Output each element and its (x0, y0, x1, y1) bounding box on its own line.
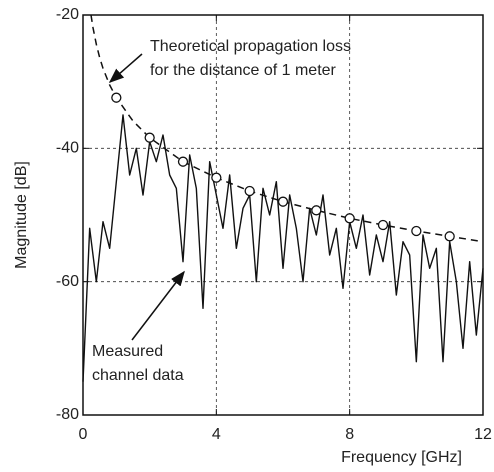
annotation: channel data (92, 367, 184, 384)
y-axis-label: Magnitude [dB] (13, 161, 30, 269)
y-tick-label: -80 (56, 406, 79, 423)
point-marker (411, 225, 422, 237)
point-marker (177, 156, 189, 167)
point-marker (144, 132, 155, 143)
data (82, 14, 484, 382)
x-tick-label: 4 (212, 426, 221, 443)
x-tick-label: 8 (345, 426, 354, 443)
x-axis-label: Frequency [GHz] (341, 449, 462, 466)
point-marker (311, 205, 322, 216)
annotation: Theoretical propagation loss (150, 38, 351, 55)
x-tick-label: 12 (474, 426, 492, 443)
point-marker (211, 172, 222, 183)
y-tick-label: -40 (56, 140, 79, 157)
annotation: Measured (92, 343, 163, 360)
annotation-arrow (131, 270, 185, 341)
point-marker (111, 92, 122, 103)
annotation: for the distance of 1 meter (150, 62, 337, 79)
point-marker (444, 231, 455, 242)
y-tick-label: -60 (56, 273, 79, 290)
plot-frame (82, 14, 484, 416)
point-marker (344, 213, 355, 224)
y-tick-label: -20 (56, 6, 79, 23)
point-marker (377, 219, 389, 231)
measured-line (82, 114, 484, 382)
x-tick-label: 0 (79, 426, 88, 443)
point-marker (277, 196, 289, 207)
annotation-arrow (108, 53, 143, 83)
point-marker (244, 185, 255, 197)
